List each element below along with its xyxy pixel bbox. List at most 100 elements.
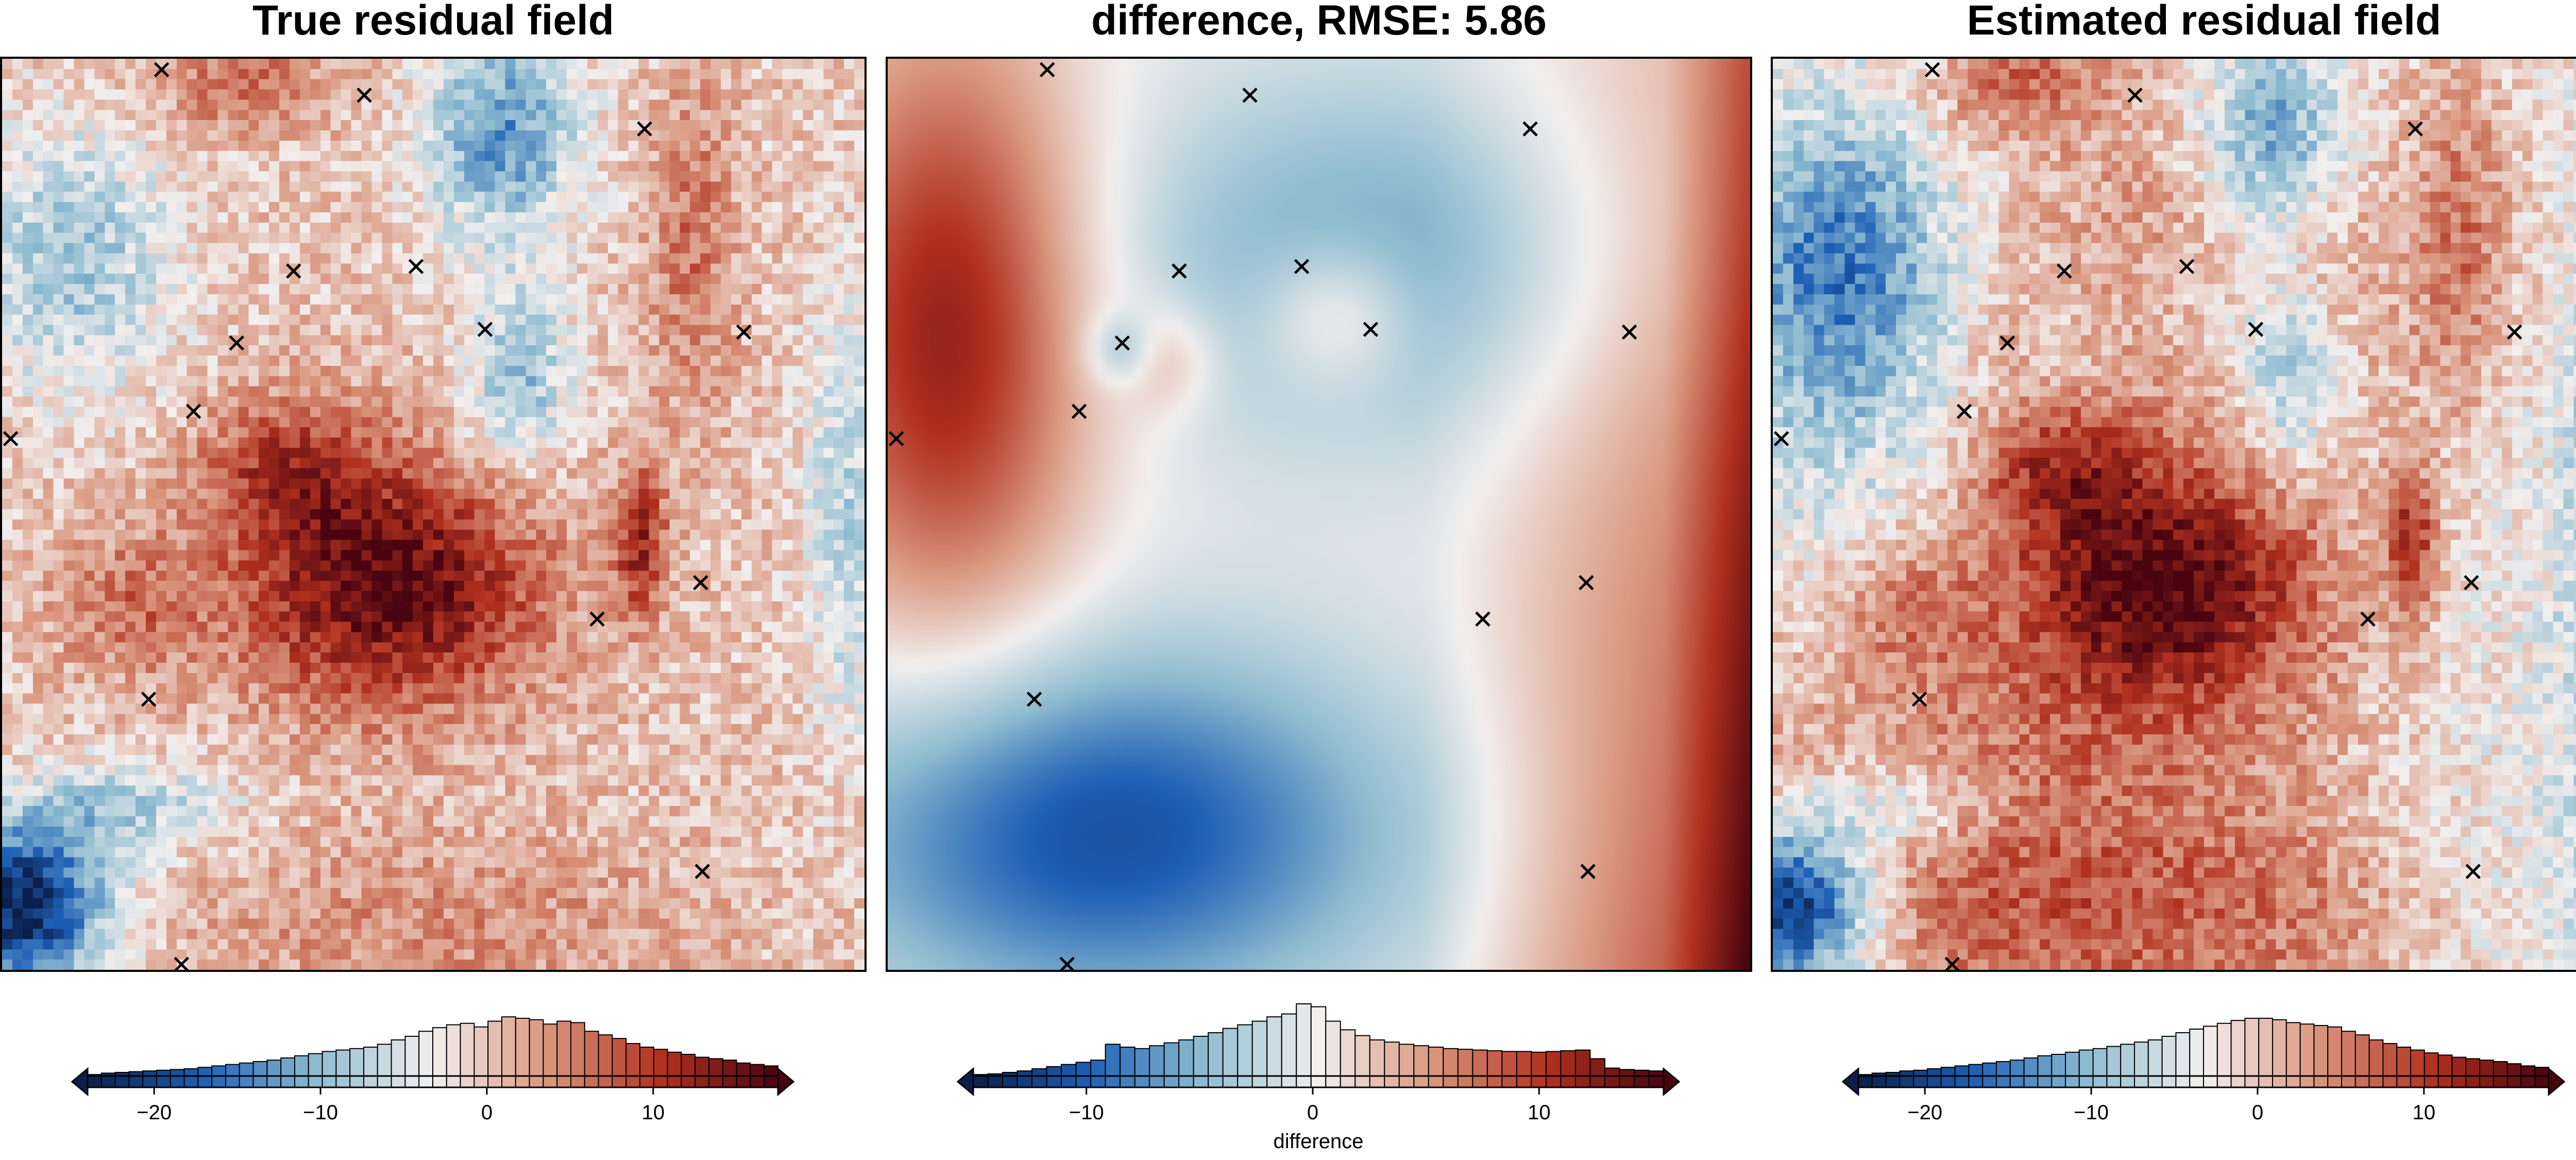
station-marker <box>1242 87 1258 103</box>
histogram-bar <box>543 1023 558 1088</box>
panel-difference: difference, RMSE: 5.86 −10 0 10 difference <box>886 0 1752 1160</box>
station-marker <box>1071 404 1087 419</box>
station-marker <box>2506 324 2522 340</box>
station-marker <box>1579 575 1594 591</box>
station-marker <box>408 259 424 274</box>
histogram-bar <box>1398 1044 1415 1088</box>
histogram-bar <box>487 1020 503 1088</box>
histogram-bar <box>1031 1068 1047 1088</box>
colorbar-tick-label: 10 <box>642 1101 665 1124</box>
station-marker <box>1999 335 2015 351</box>
histogram-bar <box>1927 1068 1942 1088</box>
histogram-bar <box>708 1058 723 1088</box>
histogram-bar <box>266 1060 282 1088</box>
colorbar-tick-label: −10 <box>2074 1101 2109 1124</box>
histogram-bar <box>2341 1031 2356 1088</box>
histogram-bar <box>667 1051 682 1088</box>
heatmap-canvas <box>2 59 865 970</box>
histogram-bar <box>114 1072 130 1088</box>
histogram-bar <box>2285 1022 2301 1088</box>
histogram-bar <box>1472 1049 1488 1088</box>
histogram-bar <box>1574 1049 1591 1088</box>
station-marker <box>141 692 157 707</box>
colorbar-estimated-residual: −20 −10 0 10 <box>1771 979 2576 1160</box>
station-markers <box>3 62 752 970</box>
histogram-bar <box>1633 1069 1650 1088</box>
heatmap-canvas <box>888 59 1750 970</box>
histogram-bar <box>1619 1069 1635 1088</box>
colorbar-true-residual: −20 −10 0 10 <box>0 979 867 1160</box>
histogram-bar <box>239 1062 254 1088</box>
histogram-bar <box>625 1043 640 1088</box>
histogram-bar <box>2037 1055 2053 1088</box>
histogram-bar <box>2451 1056 2467 1088</box>
panel-true-residual: True residual field −20 −10 0 10 <box>0 0 867 1160</box>
histogram-bar <box>1163 1042 1180 1088</box>
histogram-bar <box>1178 1039 1194 1088</box>
histogram-bar <box>2493 1061 2508 1088</box>
histogram-bar <box>1545 1051 1562 1088</box>
histogram-bar <box>252 1061 268 1088</box>
histogram-bar <box>1899 1070 1914 1088</box>
histogram-bar <box>1486 1050 1503 1088</box>
histogram-bar <box>2009 1060 2025 1088</box>
histogram-bar <box>2327 1026 2342 1088</box>
histogram-bar <box>1090 1060 1106 1088</box>
station-marker <box>1621 324 1637 340</box>
histogram-bar <box>1384 1041 1400 1088</box>
histogram-bar <box>2299 1023 2315 1088</box>
colorbar-tick-label: 10 <box>2413 1101 2436 1124</box>
histogram-bar <box>2203 1025 2218 1088</box>
station-marker <box>2057 263 2072 279</box>
histogram-bar <box>2065 1051 2080 1088</box>
colorbar-difference: −10 0 10 difference <box>886 979 1752 1160</box>
histogram-bar <box>170 1069 185 1088</box>
histogram-bar <box>391 1039 406 1088</box>
colorbar-extend-min <box>71 1067 89 1097</box>
station-marker <box>1026 692 1042 707</box>
histogram-bar <box>1075 1062 1092 1088</box>
histogram-bar <box>349 1048 365 1088</box>
histogram-bar <box>335 1049 351 1088</box>
histogram-bar <box>2023 1057 2039 1088</box>
histogram-bar <box>1885 1072 1901 1088</box>
histogram-bar <box>1002 1072 1018 1088</box>
histogram-bar <box>2230 1020 2246 1088</box>
histogram-bar <box>653 1049 668 1088</box>
histogram-bar <box>308 1053 323 1088</box>
histogram-bar <box>1237 1024 1253 1088</box>
station-marker <box>229 335 245 351</box>
station-marker <box>185 404 201 419</box>
histogram-bar <box>1120 1047 1136 1088</box>
colorbar-extend-max <box>2548 1067 2566 1097</box>
heatmap-estimated-residual <box>1771 57 2576 972</box>
histogram-bar <box>377 1044 392 1088</box>
histogram-bar <box>1296 1003 1312 1088</box>
station-marker <box>357 87 372 103</box>
heatmap-true-residual <box>0 57 867 972</box>
station-marker <box>477 322 493 337</box>
histogram-bar <box>612 1038 627 1088</box>
colorbar-extend-max <box>777 1067 795 1097</box>
histogram-bar <box>280 1057 296 1088</box>
station-marker <box>694 864 710 879</box>
station-markers <box>1773 62 2522 970</box>
station-marker <box>2360 611 2376 627</box>
histogram-bar <box>1149 1045 1165 1088</box>
histogram-bar <box>142 1070 158 1088</box>
histogram-bar <box>2092 1048 2108 1088</box>
panel-title: True residual field <box>252 0 614 44</box>
station-marker <box>286 263 301 279</box>
histogram-bar <box>1501 1051 1517 1088</box>
panel-title: Estimated residual field <box>1967 0 2442 44</box>
station-marker <box>1114 335 1130 351</box>
histogram-bar <box>2313 1025 2329 1088</box>
histogram-bar <box>2479 1060 2494 1088</box>
histogram-bar <box>639 1047 654 1088</box>
histogram-bar <box>1516 1051 1532 1088</box>
histogram-bar <box>2147 1039 2163 1088</box>
station-marker <box>2408 121 2423 137</box>
histogram-bar <box>1457 1049 1473 1088</box>
station-marker <box>1039 62 1055 77</box>
station-marker <box>589 611 605 627</box>
